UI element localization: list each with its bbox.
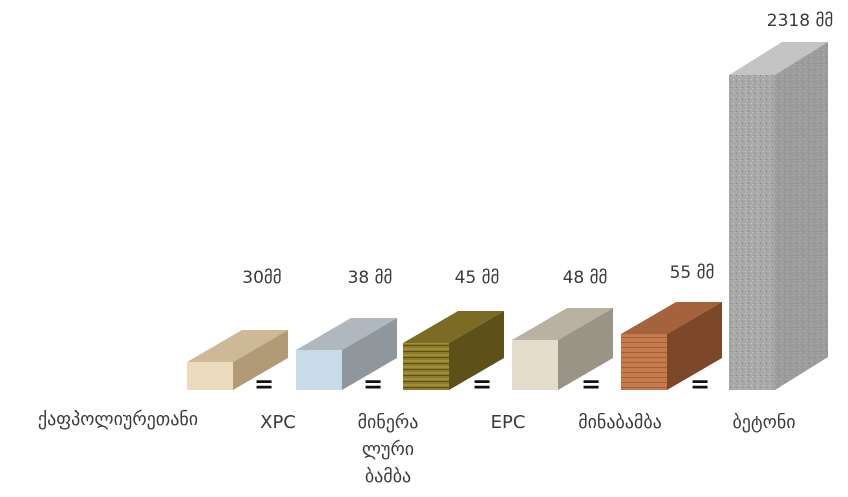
value-label: 30მმ [242, 268, 281, 288]
bar-6 [729, 42, 828, 390]
bar-side-texture [775, 42, 828, 390]
category-label: მინაბამბა [578, 412, 662, 433]
bar-front-face [187, 362, 233, 390]
equals-separator: = [363, 370, 383, 398]
bar-top-face [403, 311, 504, 343]
category-label: ბეტონი [732, 412, 795, 433]
value-label: 55 მმ [670, 263, 715, 283]
bar-4 [512, 308, 613, 390]
bar-side-face [558, 308, 613, 390]
value-label: 45 მმ [455, 268, 500, 288]
value-label: 38 მმ [348, 268, 393, 288]
bar-side-face [667, 302, 722, 390]
bar-2 [296, 318, 397, 390]
bar-top-face [621, 302, 722, 334]
equals-separator: = [254, 370, 274, 398]
bar-side-face [449, 311, 504, 390]
bar-front-face [296, 350, 342, 390]
bar-top-face [296, 318, 397, 350]
category-label: EPC [491, 412, 526, 433]
equals-separator: = [581, 370, 601, 398]
category-label: XPC [260, 412, 296, 433]
value-label: 48 მმ [563, 268, 608, 288]
bar-top-face [729, 42, 828, 75]
bar-side-face [233, 330, 288, 390]
bar-front-face [621, 334, 667, 390]
category-label: მინერა ლური ბამბა [358, 412, 419, 487]
bar-3 [403, 311, 504, 390]
bar-front-face [512, 340, 558, 390]
bar-front-face [729, 75, 775, 390]
bar-1 [187, 330, 288, 390]
bar-top-face [187, 330, 288, 362]
value-label: 2318 მმ [767, 11, 833, 31]
bar-top-face [512, 308, 613, 340]
category-label: ქაფპოლიურეთანი [38, 409, 198, 430]
equals-separator: = [472, 370, 492, 398]
bar-front-face [403, 343, 449, 390]
bar-side-face [342, 318, 397, 390]
equals-separator: = [690, 370, 710, 398]
bar-5 [621, 302, 722, 390]
